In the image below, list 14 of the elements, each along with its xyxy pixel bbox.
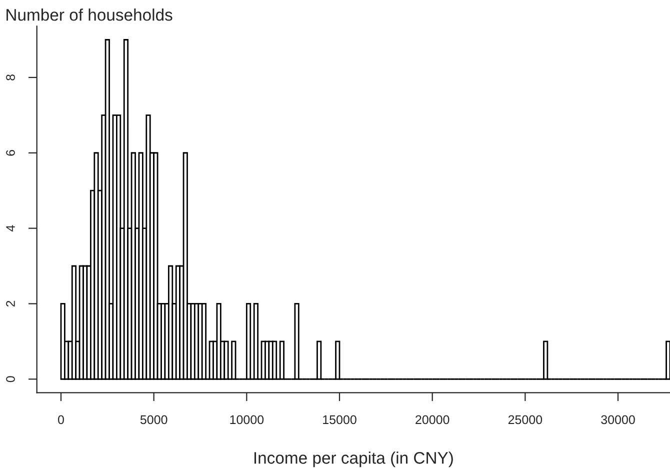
x-tick-label: 15000 xyxy=(323,415,356,424)
y-tick-label: 0 xyxy=(6,376,15,382)
y-tick-label: 6 xyxy=(6,150,15,156)
x-tick-label: 10000 xyxy=(230,415,264,424)
y-tick-label: 4 xyxy=(6,225,15,232)
chart-title: Number of households xyxy=(6,8,172,21)
y-tick-label: 2 xyxy=(6,300,15,307)
x-tick-label: 30000 xyxy=(601,415,635,424)
y-tick-label: 8 xyxy=(6,74,15,80)
x-tick-label: 0 xyxy=(58,415,64,424)
x-tick-label: 20000 xyxy=(416,415,450,424)
x-tick-label: 25000 xyxy=(508,415,542,424)
x-tick-label: 5000 xyxy=(140,415,168,424)
x-axis-title: Income per capita (in CNY) xyxy=(254,452,453,468)
